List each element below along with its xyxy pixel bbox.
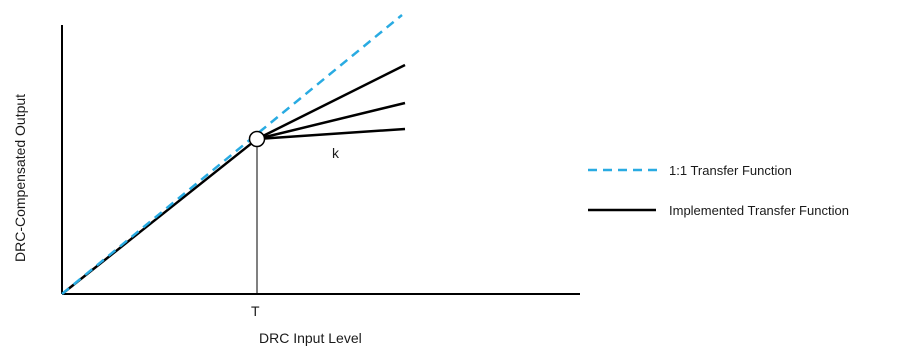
implemented-linear-segment [61, 138, 258, 295]
x-axis-label: DRC Input Level [259, 330, 362, 346]
compressed-segment-1 [256, 63, 406, 141]
y-axis-label: DRC-Compensated Output [12, 94, 28, 262]
threshold-knee-marker [248, 130, 266, 148]
ratio-label: k [332, 145, 340, 161]
compressed-segment-2 [256, 101, 406, 141]
one-to-one-line [61, 14, 403, 295]
legend-label-implemented: Implemented Transfer Function [669, 203, 849, 218]
threshold-label: T [251, 303, 260, 319]
legend-label-one-to-one: 1:1 Transfer Function [669, 163, 792, 178]
legend: 1:1 Transfer Function Implemented Transf… [588, 163, 849, 218]
compressed-segment-3 [256, 127, 406, 141]
